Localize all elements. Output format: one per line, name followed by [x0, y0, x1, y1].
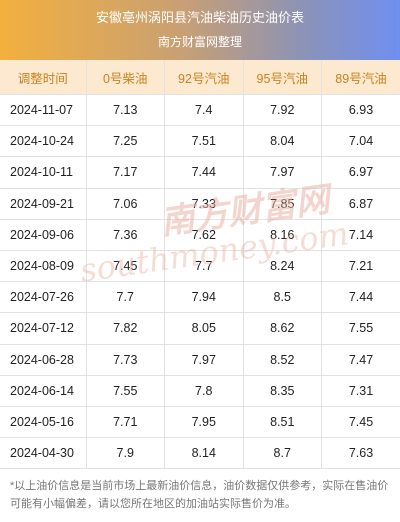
- col-header-diesel-0: 0号柴油: [85, 60, 165, 95]
- cell-diesel-0: 7.7: [85, 281, 165, 314]
- table-row: 2024-07-26 7.7 7.94 8.5 7.44: [0, 281, 400, 314]
- cell-diesel-0: 7.36: [85, 219, 165, 251]
- cell-gasoline-95: 8.16: [242, 219, 322, 251]
- table-row: 2024-07-12 7.82 8.05 8.62 7.55: [0, 312, 400, 345]
- cell-gasoline-89: 6.93: [321, 94, 400, 127]
- cell-date: 2024-07-12: [0, 312, 86, 345]
- cell-gasoline-92: 7.62: [164, 219, 243, 251]
- cell-diesel-0: 7.9: [85, 437, 165, 470]
- cell-date: 2024-07-26: [0, 281, 86, 314]
- cell-date: 2024-10-11: [0, 156, 86, 189]
- table-row: 2024-08-09 7.45 7.7 8.24 7.21: [0, 250, 400, 283]
- cell-diesel-0: 7.06: [85, 188, 165, 220]
- price-table: 调整时间 0号柴油 92号汽油 95号汽油 89号汽油 2024-11-07 7.…: [0, 60, 400, 470]
- cell-gasoline-95: 7.92: [242, 94, 322, 127]
- col-header-date: 调整时间: [0, 60, 86, 95]
- cell-gasoline-89: 7.63: [321, 437, 400, 470]
- cell-diesel-0: 7.82: [85, 312, 165, 345]
- cell-gasoline-92: 7.33: [164, 188, 243, 220]
- cell-date: 2024-09-06: [0, 219, 86, 251]
- cell-gasoline-95: 8.5: [242, 281, 322, 314]
- cell-gasoline-89: 7.21: [321, 250, 400, 283]
- cell-gasoline-89: 7.14: [321, 219, 400, 251]
- cell-gasoline-95: 8.7: [242, 437, 322, 470]
- cell-gasoline-92: 7.7: [164, 250, 243, 283]
- cell-diesel-0: 7.55: [85, 375, 165, 407]
- table-row: 2024-11-07 7.13 7.4 7.92 6.93: [0, 94, 400, 127]
- cell-gasoline-92: 7.94: [164, 281, 243, 314]
- table-row: 2024-05-16 7.71 7.95 8.51 7.45: [0, 406, 400, 439]
- cell-gasoline-89: 7.44: [321, 281, 400, 314]
- cell-gasoline-95: 7.85: [242, 188, 322, 220]
- table-header-row: 调整时间 0号柴油 92号汽油 95号汽油 89号汽油: [0, 60, 400, 95]
- cell-gasoline-92: 7.97: [164, 344, 243, 376]
- cell-gasoline-89: 7.45: [321, 406, 400, 439]
- page-subtitle: 南方财富网整理: [157, 35, 242, 49]
- cell-diesel-0: 7.17: [85, 156, 165, 189]
- col-header-gasoline-92: 92号汽油: [164, 60, 243, 95]
- cell-date: 2024-06-28: [0, 344, 86, 376]
- cell-gasoline-95: 8.62: [242, 312, 322, 345]
- cell-gasoline-89: 6.97: [321, 156, 400, 189]
- cell-date: 2024-06-14: [0, 375, 86, 407]
- cell-gasoline-92: 7.51: [164, 125, 243, 158]
- cell-gasoline-89: 7.31: [321, 375, 400, 407]
- cell-gasoline-92: 7.44: [164, 156, 243, 189]
- col-header-gasoline-89: 89号汽油: [321, 60, 400, 95]
- table-row: 2024-09-21 7.06 7.33 7.85 6.87: [0, 188, 400, 220]
- table-row: 2024-06-14 7.55 7.8 8.35 7.31: [0, 375, 400, 407]
- cell-gasoline-89: 7.47: [321, 344, 400, 376]
- page-title: 安徽亳州涡阳县汽油柴油历史油价表: [95, 10, 304, 25]
- cell-gasoline-95: 8.52: [242, 344, 322, 376]
- table-row: 2024-06-28 7.73 7.97 8.52 7.47: [0, 344, 400, 376]
- table-row: 2024-09-06 7.36 7.62 8.16 7.14: [0, 219, 400, 251]
- cell-diesel-0: 7.25: [85, 125, 165, 158]
- cell-gasoline-89: 7.55: [321, 312, 400, 345]
- cell-gasoline-89: 6.87: [321, 188, 400, 220]
- cell-gasoline-95: 8.04: [242, 125, 322, 158]
- cell-gasoline-92: 7.8: [164, 375, 243, 407]
- table-row: 2024-10-24 7.25 7.51 8.04 7.04: [0, 125, 400, 158]
- cell-diesel-0: 7.73: [85, 344, 165, 376]
- table-row: 2024-04-30 7.9 8.14 8.7 7.63: [0, 437, 400, 470]
- cell-gasoline-95: 8.51: [242, 406, 322, 439]
- col-header-gasoline-95: 95号汽油: [242, 60, 322, 95]
- cell-gasoline-92: 8.05: [164, 312, 243, 345]
- table-row: 2024-10-11 7.17 7.44 7.97 6.97: [0, 156, 400, 189]
- cell-date: 2024-10-24: [0, 125, 86, 158]
- cell-gasoline-95: 7.97: [242, 156, 322, 189]
- cell-diesel-0: 7.45: [85, 250, 165, 283]
- disclaimer-note: *以上油价信息是当前市场上最新油价信息，油价数据仅供参考，实际在售油价可能有小幅…: [10, 480, 389, 511]
- cell-date: 2024-04-30: [0, 437, 86, 470]
- cell-gasoline-92: 7.4: [164, 94, 243, 127]
- cell-gasoline-95: 8.35: [242, 375, 322, 407]
- table-body: 2024-11-07 7.13 7.4 7.92 6.93 2024-10-24 7.25 7…: [0, 94, 400, 470]
- header-banner: 安徽亳州涡阳县汽油柴油历史油价表 南方财富网整理: [0, 0, 400, 60]
- cell-gasoline-92: 8.14: [164, 437, 243, 470]
- cell-diesel-0: 7.13: [85, 94, 165, 127]
- cell-date: 2024-09-21: [0, 188, 86, 220]
- cell-date: 2024-11-07: [0, 94, 86, 127]
- cell-diesel-0: 7.71: [85, 406, 165, 439]
- cell-date: 2024-05-16: [0, 406, 86, 439]
- cell-date: 2024-08-09: [0, 250, 86, 283]
- cell-gasoline-95: 8.24: [242, 250, 322, 283]
- cell-gasoline-92: 7.95: [164, 406, 243, 439]
- cell-gasoline-89: 7.04: [321, 125, 400, 158]
